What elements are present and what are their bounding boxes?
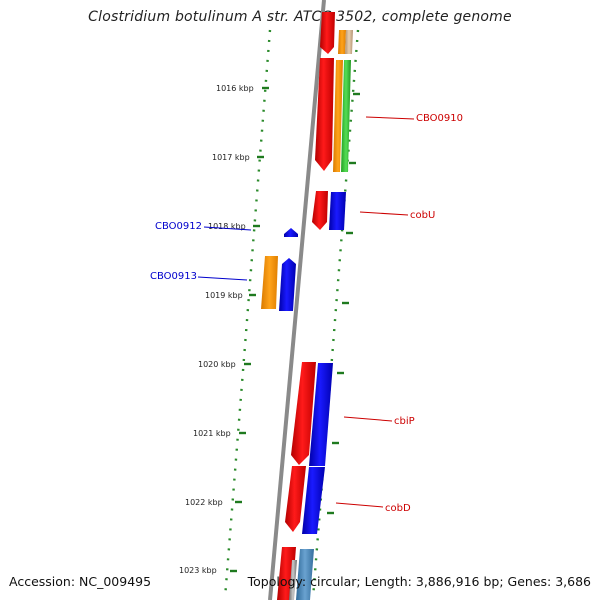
leader-cobu — [359, 211, 409, 216]
gene-arrow-top-orange — [338, 30, 346, 54]
tick-label-1019: 1019 kbp — [205, 291, 243, 300]
gene-arrow-bottom-steel — [296, 549, 314, 600]
gene-arrow-top-red — [320, 12, 335, 54]
leader-cbip — [343, 416, 393, 422]
inner-ruler-ticks — [230, 86, 269, 573]
gene-arrow-top-tan — [345, 30, 353, 54]
gene-label-cobu: cobU — [410, 210, 435, 221]
accession-text: Accession: NC_009495 — [9, 574, 152, 589]
gene-arrow-cbo0913 — [279, 258, 296, 311]
gene-label-cobd: cobD — [385, 503, 411, 514]
gene-label-cbo0913: CBO0913 — [150, 271, 197, 282]
gene-arrow-blue-cbip — [309, 363, 333, 466]
map-title: Clostridium botulinum A str. ATCC 3502, … — [88, 9, 512, 25]
gene-arrow-cbo0910 — [315, 58, 334, 171]
inner-ruler — [223, 29, 272, 599]
gene-arrow-cobu — [312, 191, 328, 230]
outer-ruler-ticks — [327, 92, 360, 515]
gene-arrow-cobd — [285, 466, 306, 532]
gene-arrow-bottom-grey — [289, 560, 297, 600]
gene-arrow-orange-2 — [333, 60, 343, 172]
leader-cbo0910 — [365, 116, 415, 120]
genome-summary-text: Topology: circular; Length: 3,886,916 bp… — [247, 574, 591, 589]
gene-arrow-blue-cobd — [302, 467, 325, 534]
tick-label-1020: 1020 kbp — [198, 360, 236, 369]
gene-label-cbo0910: CBO0910 — [416, 113, 463, 124]
leader-cobd — [335, 502, 384, 508]
gene-arrow-orange-cbo0913 — [261, 256, 278, 309]
gene-arrow-green — [341, 60, 351, 172]
genome-backbone — [268, 0, 326, 600]
leader-cbo0912 — [203, 226, 252, 231]
tick-label-1021: 1021 kbp — [193, 429, 231, 438]
tick-label-1022: 1022 kbp — [185, 498, 223, 507]
tick-label-1017: 1017 kbp — [212, 153, 250, 162]
gene-label-cbo0912: CBO0912 — [155, 221, 202, 232]
leader-cbo0913 — [197, 276, 248, 281]
tick-label-1016: 1016 kbp — [216, 84, 254, 93]
gene-arrow-cbo0912 — [284, 228, 298, 237]
gene-label-cbip: cbiP — [394, 416, 415, 427]
gene-arrow-cbip — [291, 362, 316, 465]
gene-arrow-blue-cobu — [329, 192, 346, 230]
tick-label-1018: 1018 kbp — [208, 222, 246, 231]
tick-label-1023: 1023 kbp — [179, 566, 217, 575]
